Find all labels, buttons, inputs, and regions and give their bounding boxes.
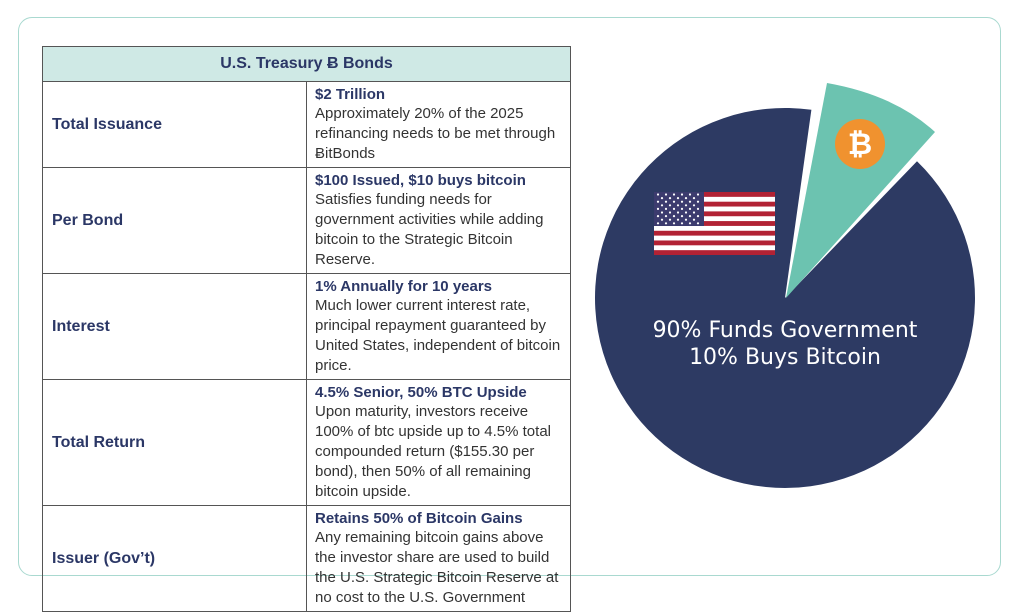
flag-star — [696, 222, 700, 225]
flag-star — [664, 215, 668, 218]
flag-star — [672, 222, 676, 225]
flag-star — [684, 218, 688, 221]
table-row: Issuer (Gov’t) Retains 50% of Bitcoin Ga… — [42, 505, 571, 612]
flag-star — [680, 200, 684, 203]
row-headline: 1% Annually for 10 years — [315, 278, 493, 295]
flag-star — [688, 222, 692, 225]
pie-caption-line-1: 90% Funds Government — [653, 318, 918, 343]
row-body: Much lower current interest rate, princi… — [315, 297, 561, 374]
flag-star — [688, 215, 692, 218]
flag-star — [680, 222, 684, 225]
flag-star — [664, 193, 668, 196]
flag-star — [668, 204, 672, 207]
flag-star — [676, 218, 680, 221]
flag-star — [664, 200, 668, 203]
row-description: 1% Annually for 10 years Much lower curr… — [306, 273, 571, 380]
us-flag-icon — [654, 192, 775, 255]
row-description: $100 Issued, $10 buys bitcoin Satisfies … — [306, 167, 571, 274]
flag-star — [664, 207, 668, 210]
flag-star — [660, 211, 664, 214]
flag-star — [680, 193, 684, 196]
flag-star — [676, 197, 680, 200]
flag-star — [672, 193, 676, 196]
flag-star — [676, 211, 680, 214]
flag-star — [680, 207, 684, 210]
pie-chart: ₿ 90% Funds Government 10% Buys Bitcoin — [594, 83, 975, 488]
row-body: Upon maturity, investors receive 100% of… — [315, 403, 551, 500]
row-headline: $2 Trillion — [315, 86, 386, 103]
flag-star — [672, 207, 676, 210]
table-row: Interest 1% Annually for 10 years Much l… — [42, 273, 571, 380]
flag-star — [692, 197, 696, 200]
pie-slice-funds-government — [594, 107, 975, 488]
row-description: $2 Trillion Approximately 20% of the 202… — [306, 81, 571, 168]
row-label: Total Issuance — [42, 81, 307, 168]
flag-star — [696, 193, 700, 196]
flag-star — [696, 215, 700, 218]
bitcoin-icon — [835, 119, 885, 169]
row-headline: Retains 50% of Bitcoin Gains — [315, 510, 523, 527]
row-body: Approximately 20% of the 2025 refinancin… — [315, 105, 556, 162]
flag-star — [692, 211, 696, 214]
flag-star — [684, 204, 688, 207]
bitcoin-badge: ₿ — [835, 119, 885, 169]
flag-star — [688, 200, 692, 203]
flag-star — [656, 215, 660, 218]
flag-star — [656, 207, 660, 210]
flag-star — [668, 211, 672, 214]
pie-slice-buys-bitcoin — [786, 83, 935, 298]
flag-star — [688, 207, 692, 210]
bond-terms-table: U.S. Treasury Ƀ Bonds Total Issuance $2 … — [42, 46, 571, 612]
flag-star — [696, 200, 700, 203]
row-body: Any remaining bitcoin gains above the in… — [315, 529, 559, 606]
flag-star — [672, 215, 676, 218]
row-label: Total Return — [42, 379, 307, 506]
flag-star — [668, 197, 672, 200]
row-label: Per Bond — [42, 167, 307, 274]
row-headline: 4.5% Senior, 50% BTC Upside — [315, 384, 527, 401]
flag-star — [684, 197, 688, 200]
flag-star — [656, 222, 660, 225]
flag-star — [660, 218, 664, 221]
table-row: Per Bond $100 Issued, $10 buys bitcoin S… — [42, 167, 571, 274]
table-title: U.S. Treasury Ƀ Bonds — [42, 46, 571, 82]
row-label: Issuer (Gov’t) — [42, 505, 307, 612]
flag-star — [688, 193, 692, 196]
flag-star — [660, 204, 664, 207]
flag-star — [656, 193, 660, 196]
table-row: Total Return 4.5% Senior, 50% BTC Upside… — [42, 379, 571, 506]
flag-star — [672, 200, 676, 203]
flag-star — [668, 218, 672, 221]
flag-star — [660, 197, 664, 200]
flag-star — [664, 222, 668, 225]
row-headline: $100 Issued, $10 buys bitcoin — [315, 172, 526, 189]
flag-star — [696, 207, 700, 210]
bitcoin-symbol: ₿ — [848, 127, 872, 162]
row-description: Retains 50% of Bitcoin Gains Any remaini… — [306, 505, 571, 612]
flag-star — [676, 204, 680, 207]
flag-star — [680, 215, 684, 218]
pie-caption-line-2: 10% Buys Bitcoin — [689, 345, 881, 370]
row-label: Interest — [42, 273, 307, 380]
flag-star — [692, 218, 696, 221]
row-body: Satisfies funding needs for government a… — [315, 191, 544, 268]
table-row: Total Issuance $2 Trillion Approximately… — [42, 81, 571, 168]
flag-star — [692, 204, 696, 207]
flag-star — [684, 211, 688, 214]
flag-star — [656, 200, 660, 203]
row-description: 4.5% Senior, 50% BTC Upside Upon maturit… — [306, 379, 571, 506]
